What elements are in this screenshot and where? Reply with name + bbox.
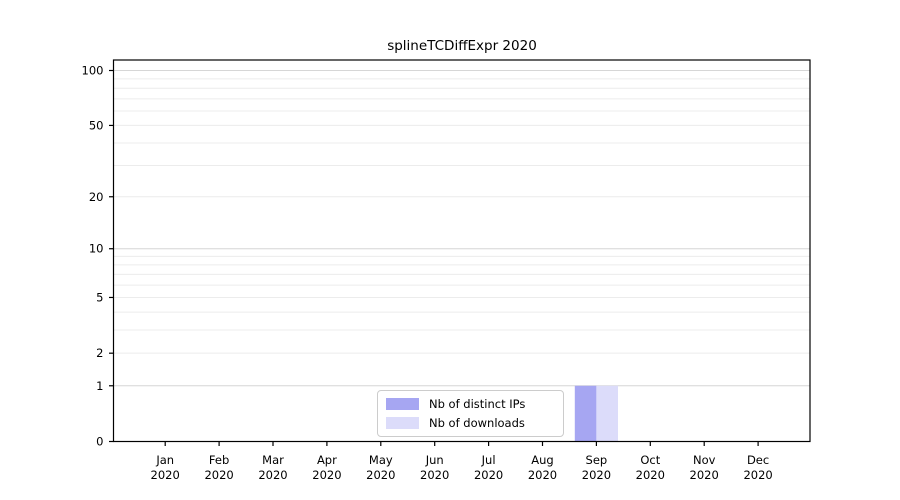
x-tick-label-year: 2020 — [528, 468, 557, 482]
x-tick-label-year: 2020 — [474, 468, 503, 482]
y-tick-label: 20 — [89, 190, 104, 204]
x-tick-label-year: 2020 — [151, 468, 180, 482]
y-tick-label: 10 — [89, 242, 104, 256]
x-tick-label-month: Sep — [586, 453, 608, 467]
y-tick-label: 2 — [96, 346, 103, 360]
y-tick-label: 1 — [96, 379, 103, 393]
grid-layer — [113, 70, 810, 387]
legend-item-downloads: Nb of downloads — [386, 416, 555, 430]
chart-title: splineTCDiffExpr 2020 — [387, 38, 537, 54]
x-tick-label-year: 2020 — [582, 468, 611, 482]
x-tick-label-month: Oct — [640, 453, 660, 467]
x-tick-label-year: 2020 — [690, 468, 719, 482]
legend-swatch-distinct-ips — [386, 398, 419, 410]
bar-nb-of-downloads-sep-2020 — [596, 385, 618, 442]
x-tick-label-month: Jun — [425, 453, 444, 467]
legend-swatch-downloads — [386, 417, 419, 429]
plot-border — [112, 59, 811, 443]
x-tick-label-month: Apr — [317, 453, 337, 467]
x-tick-label-month: Nov — [693, 453, 716, 467]
x-tick-label-month: May — [369, 453, 393, 467]
legend-item-distinct-ips: Nb of distinct IPs — [386, 397, 555, 411]
x-tick-label-year: 2020 — [420, 468, 449, 482]
x-tick-label-month: Jan — [155, 453, 174, 467]
axis-layer: 0125102050100Jan2020Feb2020Mar2020Apr202… — [82, 59, 811, 482]
x-tick-label-year: 2020 — [204, 468, 233, 482]
x-tick-label-month: Mar — [262, 453, 284, 467]
x-tick-label-year: 2020 — [258, 468, 287, 482]
legend: Nb of distinct IPs Nb of downloads — [377, 390, 564, 437]
x-tick-label-month: Jul — [481, 453, 496, 467]
x-tick-label-year: 2020 — [743, 468, 772, 482]
x-tick-label-month: Aug — [531, 453, 553, 467]
legend-label-distinct-ips: Nb of distinct IPs — [429, 397, 526, 411]
x-tick-label-year: 2020 — [312, 468, 341, 482]
y-tick-label: 50 — [89, 118, 104, 132]
x-tick-label-year: 2020 — [366, 468, 395, 482]
legend-label-downloads: Nb of downloads — [429, 416, 525, 430]
y-tick-label: 0 — [96, 435, 103, 449]
bar-nb-of-distinct-ips-sep-2020 — [574, 385, 597, 442]
x-tick-label-month: Feb — [209, 453, 229, 467]
y-tick-label: 100 — [82, 64, 104, 78]
bar-layer — [574, 385, 618, 442]
x-tick-label-month: Dec — [747, 453, 769, 467]
y-tick-label: 5 — [96, 290, 103, 304]
x-tick-label-year: 2020 — [636, 468, 665, 482]
